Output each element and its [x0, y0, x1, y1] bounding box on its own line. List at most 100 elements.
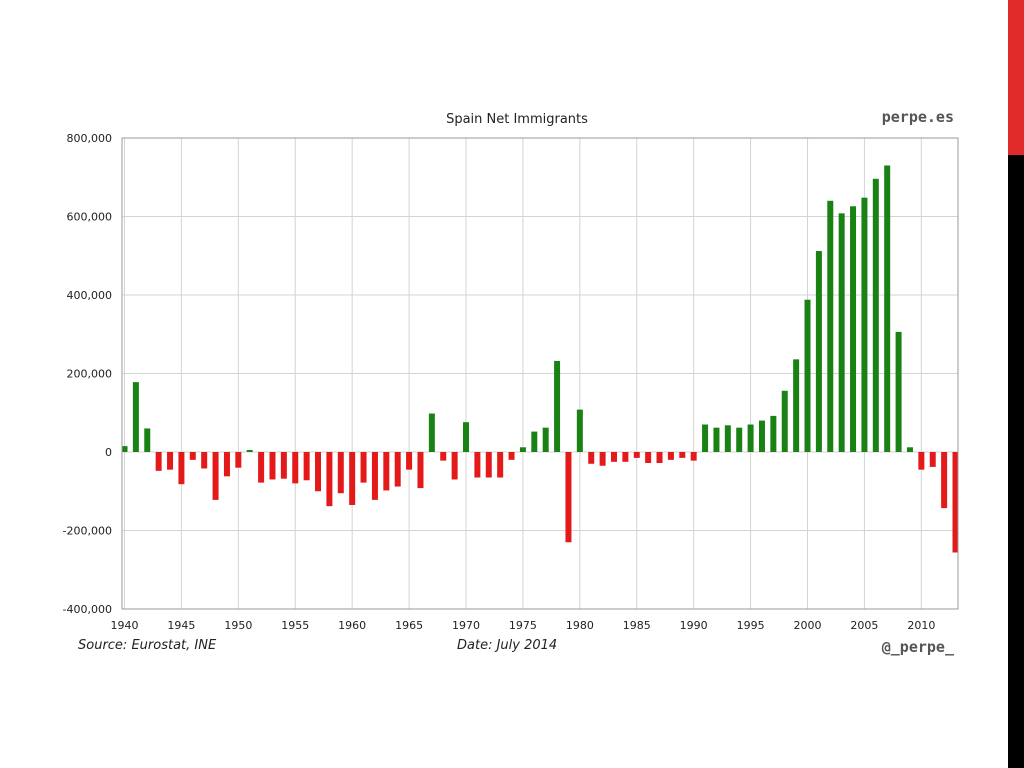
bar-1985 [633, 452, 640, 458]
bar-1993 [724, 425, 731, 452]
x-tick-label: 1955 [281, 619, 309, 632]
bar-2004 [850, 206, 857, 452]
bar-1942 [144, 428, 151, 452]
x-tick-label: 1985 [623, 619, 651, 632]
bar-1950 [235, 452, 242, 468]
source-note: Source: Eurostat, INE [78, 638, 217, 653]
bar-1983 [610, 452, 617, 462]
y-axis-ticks: 800,000 600,000 400,000 200,000 0 -200,000 -40… [63, 132, 112, 616]
x-tick-label: 1960 [338, 619, 366, 632]
bar-1971 [474, 452, 481, 478]
chart-title: Spain Net Immigrants [446, 112, 588, 127]
bar-1966 [417, 452, 424, 489]
bar-1961 [360, 452, 367, 483]
bar-2007 [884, 165, 891, 452]
bar-1984 [622, 452, 629, 462]
bar-1972 [485, 452, 492, 478]
bar-1943 [155, 452, 162, 471]
bar-1941 [132, 382, 139, 452]
bar-1948 [212, 452, 219, 500]
x-tick-label: 1970 [452, 619, 480, 632]
plot-frame [121, 137, 959, 610]
brand-handle-label: @_perpe_ [881, 638, 954, 656]
x-tick-label: 1950 [224, 619, 252, 632]
bar-1992 [713, 427, 720, 452]
bar-1996 [758, 420, 765, 452]
bar-2001 [815, 251, 822, 452]
bar-1946 [189, 452, 196, 460]
bar-1944 [167, 452, 174, 470]
x-tick-label: 2000 [794, 619, 822, 632]
bar-1970 [463, 422, 470, 452]
bar-2010 [918, 452, 925, 470]
bar-1991 [702, 424, 709, 452]
bar-2013 [952, 452, 959, 553]
x-tick-label: 1940 [111, 619, 139, 632]
y-tick-label: 400,000 [67, 289, 113, 302]
y-tick-label: 200,000 [67, 368, 113, 381]
bar-1949 [223, 452, 230, 477]
bar-2000 [804, 299, 811, 452]
bar-1963 [383, 452, 390, 491]
bar-2006 [872, 178, 879, 452]
y-tick-label: -400,000 [63, 603, 112, 616]
bar-1960 [349, 452, 356, 505]
bar-1951 [246, 450, 253, 452]
bar-1981 [588, 452, 595, 464]
bar-1958 [326, 452, 333, 507]
bar-1974 [508, 452, 515, 460]
bar-1986 [645, 452, 652, 463]
bar-1976 [531, 431, 538, 452]
bar-2002 [827, 200, 834, 452]
bar-1959 [337, 452, 344, 494]
bar-1954 [280, 452, 287, 479]
x-tick-label: 2005 [850, 619, 878, 632]
bar-1967 [428, 413, 435, 452]
bar-1962 [371, 452, 378, 500]
bar-1982 [599, 452, 606, 466]
bar-1953 [269, 452, 276, 480]
bar-1997 [770, 415, 777, 452]
bar-1965 [406, 452, 413, 470]
slide-edge-black-bar [1008, 155, 1024, 768]
bar-1956 [303, 452, 310, 481]
bar-1990 [690, 452, 697, 461]
bar-1978 [554, 360, 561, 452]
bar-1988 [667, 452, 674, 460]
bar-1999 [793, 359, 800, 452]
bar-1980 [576, 409, 583, 452]
bar-1987 [656, 452, 663, 463]
x-tick-label: 1965 [395, 619, 423, 632]
bar-1964 [394, 452, 401, 487]
bar-1947 [201, 452, 208, 469]
bar-1945 [178, 452, 185, 485]
bar-2011 [929, 452, 936, 467]
y-tick-label: -200,000 [63, 525, 112, 538]
bar-1994 [736, 427, 743, 452]
bar-1975 [519, 447, 526, 452]
bar-1989 [679, 452, 686, 458]
bar-1968 [440, 452, 447, 461]
x-axis-ticks: 1940 1945 1950 1955 1960 1965 1970 1975 1980 1985… [111, 619, 936, 632]
y-tick-label: 0 [105, 446, 112, 459]
x-tick-label: 1945 [167, 619, 195, 632]
bar-2012 [941, 452, 948, 509]
bar-1995 [747, 424, 754, 452]
bar-1952 [258, 452, 265, 483]
bar-2009 [906, 447, 913, 452]
bar-series [121, 165, 959, 553]
bar-1979 [565, 452, 572, 543]
x-tick-label: 1975 [509, 619, 537, 632]
bar-2005 [861, 197, 868, 452]
date-note: Date: July 2014 [457, 638, 558, 653]
y-tick-label: 800,000 [67, 132, 113, 145]
x-tick-label: 1980 [566, 619, 594, 632]
slide-edge-red-bar [1008, 0, 1024, 155]
x-tick-label: 1990 [680, 619, 708, 632]
y-tick-label: 600,000 [67, 211, 113, 224]
bar-1955 [292, 452, 299, 484]
x-tick-label: 2010 [907, 619, 935, 632]
bar-2003 [838, 213, 845, 452]
bar-2008 [895, 331, 902, 452]
